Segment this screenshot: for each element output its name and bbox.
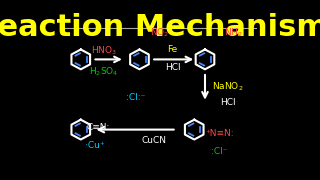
Text: ⁺N≡N:: ⁺N≡N: (205, 129, 234, 138)
Text: NH$_2$: NH$_2$ (224, 26, 243, 39)
Text: HNO$_3$: HNO$_3$ (91, 44, 117, 57)
Text: HCl: HCl (220, 98, 235, 107)
Text: NaNO$_2$: NaNO$_2$ (212, 80, 243, 93)
Text: C≡N:: C≡N: (87, 123, 110, 132)
Text: H$_2$SO$_4$: H$_2$SO$_4$ (89, 66, 119, 78)
Text: Reaction Mechanisms: Reaction Mechanisms (0, 13, 320, 42)
Text: CuCN: CuCN (142, 136, 167, 145)
Text: HCl: HCl (165, 63, 180, 72)
Text: Fe: Fe (168, 45, 178, 54)
Text: :Cl:⁻: :Cl:⁻ (126, 93, 145, 102)
Text: NO$_2$: NO$_2$ (150, 26, 170, 39)
Text: :Cl⁻: :Cl⁻ (212, 147, 228, 156)
Text: ·Cu⁺: ·Cu⁺ (85, 141, 104, 150)
